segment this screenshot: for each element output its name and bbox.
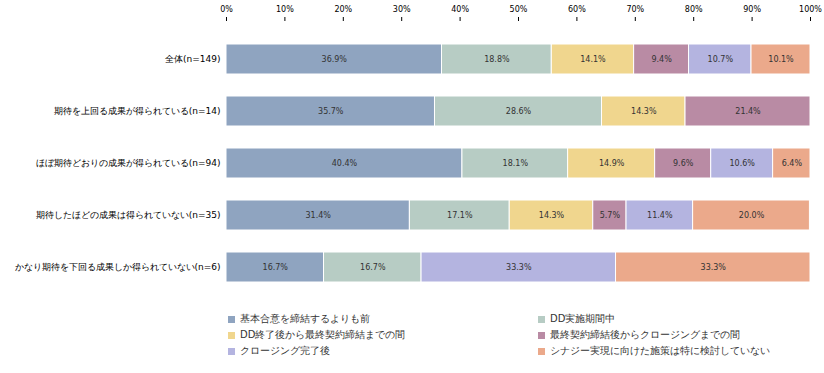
html-text:最終契約締結後からクロージングまでの間: 最終契約締結後からクロージングまでの間: [550, 329, 740, 340]
svg-text:14.3%: 14.3%: [631, 107, 657, 116]
svg-text:11.4%: 11.4%: [647, 211, 673, 220]
html-text:基本合意を締結するよりも前: 基本合意を締結するよりも前: [240, 313, 370, 324]
svg-text:33.3%: 33.3%: [701, 263, 727, 272]
svg-text:18.8%: 18.8%: [484, 55, 510, 64]
svg-text:40.4%: 40.4%: [332, 159, 358, 168]
svg-text:9.6%: 9.6%: [673, 159, 694, 168]
svg-text:期待したほどの成果は得られていない(n=35): 期待したほどの成果は得られていない(n=35): [36, 210, 221, 220]
svg-text:10.7%: 10.7%: [708, 55, 734, 64]
svg-text:21.4%: 21.4%: [735, 107, 761, 116]
svg-text:17.1%: 17.1%: [447, 211, 473, 220]
svg-text:10.1%: 10.1%: [768, 55, 794, 64]
svg-text:28.6%: 28.6%: [506, 107, 532, 116]
svg-text:20.0%: 20.0%: [739, 211, 765, 220]
svg-text:90%: 90%: [743, 5, 761, 14]
html-text:クロージング完了後: クロージング完了後: [240, 345, 330, 356]
html-text:シナジー実現に向けた施策は特に検討していない: シナジー実現に向けた施策は特に検討していない: [550, 345, 770, 356]
svg-text:40%: 40%: [451, 5, 469, 14]
html-text:DD終了後から最終契約締結までの間: DD終了後から最終契約締結までの間: [240, 329, 406, 340]
svg-text:6.4%: 6.4%: [782, 159, 803, 168]
svg-text:16.7%: 16.7%: [360, 263, 386, 272]
svg-text:35.7%: 35.7%: [318, 107, 344, 116]
svg-text:ほぼ期待どおりの成果が得られている(n=94): ほぼ期待どおりの成果が得られている(n=94): [36, 158, 221, 168]
svg-text:18.1%: 18.1%: [503, 159, 529, 168]
svg-text:60%: 60%: [568, 5, 586, 14]
svg-text:31.4%: 31.4%: [305, 211, 331, 220]
svg-text:10.6%: 10.6%: [729, 159, 755, 168]
svg-text:14.9%: 14.9%: [599, 159, 625, 168]
svg-text:36.9%: 36.9%: [322, 55, 348, 64]
svg-text:かなり期待を下回る成果しか得られていない(n=6): かなり期待を下回る成果しか得られていない(n=6): [15, 262, 221, 272]
svg-text:33.3%: 33.3%: [506, 263, 532, 272]
svg-text:期待を上回る成果が得られている(n=14): 期待を上回る成果が得られている(n=14): [54, 106, 221, 116]
svg-text:9.4%: 9.4%: [651, 55, 672, 64]
svg-text:100%: 100%: [799, 5, 822, 14]
svg-text:5.7%: 5.7%: [600, 211, 621, 220]
svg-text:0%: 0%: [220, 5, 233, 14]
svg-text:80%: 80%: [685, 5, 703, 14]
svg-text:30%: 30%: [393, 5, 411, 14]
svg-text:14.1%: 14.1%: [580, 55, 606, 64]
svg-text:16.7%: 16.7%: [263, 263, 289, 272]
svg-text:70%: 70%: [626, 5, 644, 14]
svg-text:全体(n=149): 全体(n=149): [165, 54, 220, 64]
svg-text:20%: 20%: [334, 5, 352, 14]
svg-text:10%: 10%: [276, 5, 294, 14]
html-text:DD実施期間中: DD実施期間中: [550, 313, 616, 324]
svg-text:14.3%: 14.3%: [539, 211, 565, 220]
svg-text:50%: 50%: [510, 5, 528, 14]
